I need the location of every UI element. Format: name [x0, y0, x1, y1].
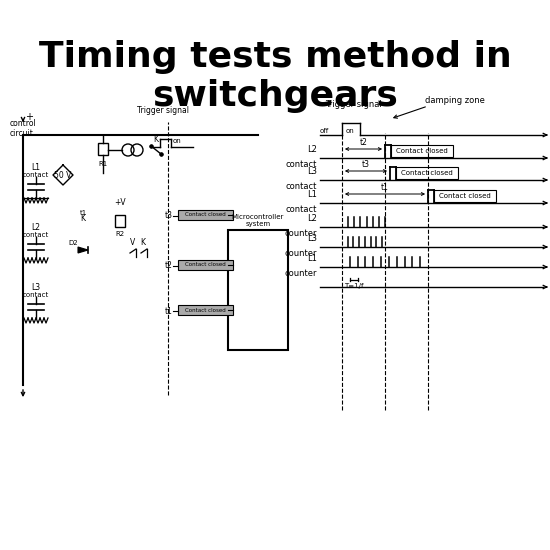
- Text: circuit: circuit: [10, 129, 34, 138]
- Text: Trigger signal: Trigger signal: [137, 106, 189, 115]
- Text: L3: L3: [307, 234, 317, 243]
- Bar: [98, 143, 108, 155]
- Text: Contact closed: Contact closed: [401, 170, 453, 176]
- Bar: [178, 210, 233, 220]
- Text: K: K: [140, 238, 146, 247]
- Text: t1: t1: [381, 183, 389, 192]
- Text: L1: L1: [307, 190, 317, 199]
- Text: t1: t1: [79, 210, 87, 216]
- Bar: [178, 260, 233, 270]
- Text: L2: L2: [307, 214, 317, 223]
- Bar: [434, 190, 496, 202]
- Text: counter: counter: [284, 269, 317, 278]
- Text: Trigger signal: Trigger signal: [325, 100, 382, 109]
- Text: 50 V: 50 V: [54, 170, 72, 179]
- Text: Timing tests method in
switchgears: Timing tests method in switchgears: [39, 40, 512, 113]
- Text: L1: L1: [307, 254, 317, 263]
- Text: Contact closed: Contact closed: [185, 212, 226, 217]
- Text: damping zone: damping zone: [425, 96, 485, 105]
- Text: contact: contact: [23, 172, 49, 178]
- Text: R2: R2: [116, 231, 124, 237]
- Text: R1: R1: [98, 161, 108, 167]
- Text: Contact closed: Contact closed: [185, 307, 226, 312]
- Polygon shape: [78, 247, 88, 253]
- Bar: [391, 145, 453, 157]
- Text: contact: contact: [285, 182, 317, 191]
- Text: K: K: [153, 135, 158, 144]
- Text: Contact closed: Contact closed: [185, 262, 226, 267]
- Text: control: control: [10, 119, 37, 128]
- Text: counter: counter: [284, 249, 317, 258]
- Bar: [178, 305, 233, 315]
- Text: contact: contact: [285, 160, 317, 169]
- Text: t3: t3: [362, 160, 370, 169]
- Text: +V: +V: [114, 198, 126, 207]
- Text: contact: contact: [23, 232, 49, 238]
- Text: V: V: [130, 238, 136, 247]
- Text: contact: contact: [285, 205, 317, 214]
- Text: L3: L3: [307, 167, 317, 176]
- Text: on: on: [346, 128, 355, 134]
- Bar: [228, 230, 288, 350]
- Bar: [115, 215, 125, 227]
- Text: t3: t3: [165, 212, 173, 221]
- Text: T=1/f: T=1/f: [344, 283, 364, 289]
- Text: K: K: [80, 214, 85, 223]
- Text: counter: counter: [284, 229, 317, 238]
- Text: off: off: [320, 128, 329, 134]
- Text: L3: L3: [31, 283, 41, 292]
- Bar: [396, 167, 458, 179]
- Text: +: +: [25, 112, 33, 122]
- Text: on: on: [173, 138, 182, 144]
- Text: t1: t1: [165, 306, 173, 316]
- Text: L2: L2: [307, 145, 317, 154]
- Text: L2: L2: [31, 223, 41, 232]
- Text: D2: D2: [68, 240, 78, 246]
- Text: contact: contact: [23, 292, 49, 298]
- Text: t2: t2: [360, 138, 367, 147]
- Text: Microcontroller
system: Microcontroller system: [232, 214, 284, 227]
- Text: Contact closed: Contact closed: [396, 148, 448, 154]
- Text: t2: t2: [165, 261, 173, 271]
- Text: L1: L1: [31, 163, 41, 172]
- Text: Contact closed: Contact closed: [439, 193, 491, 199]
